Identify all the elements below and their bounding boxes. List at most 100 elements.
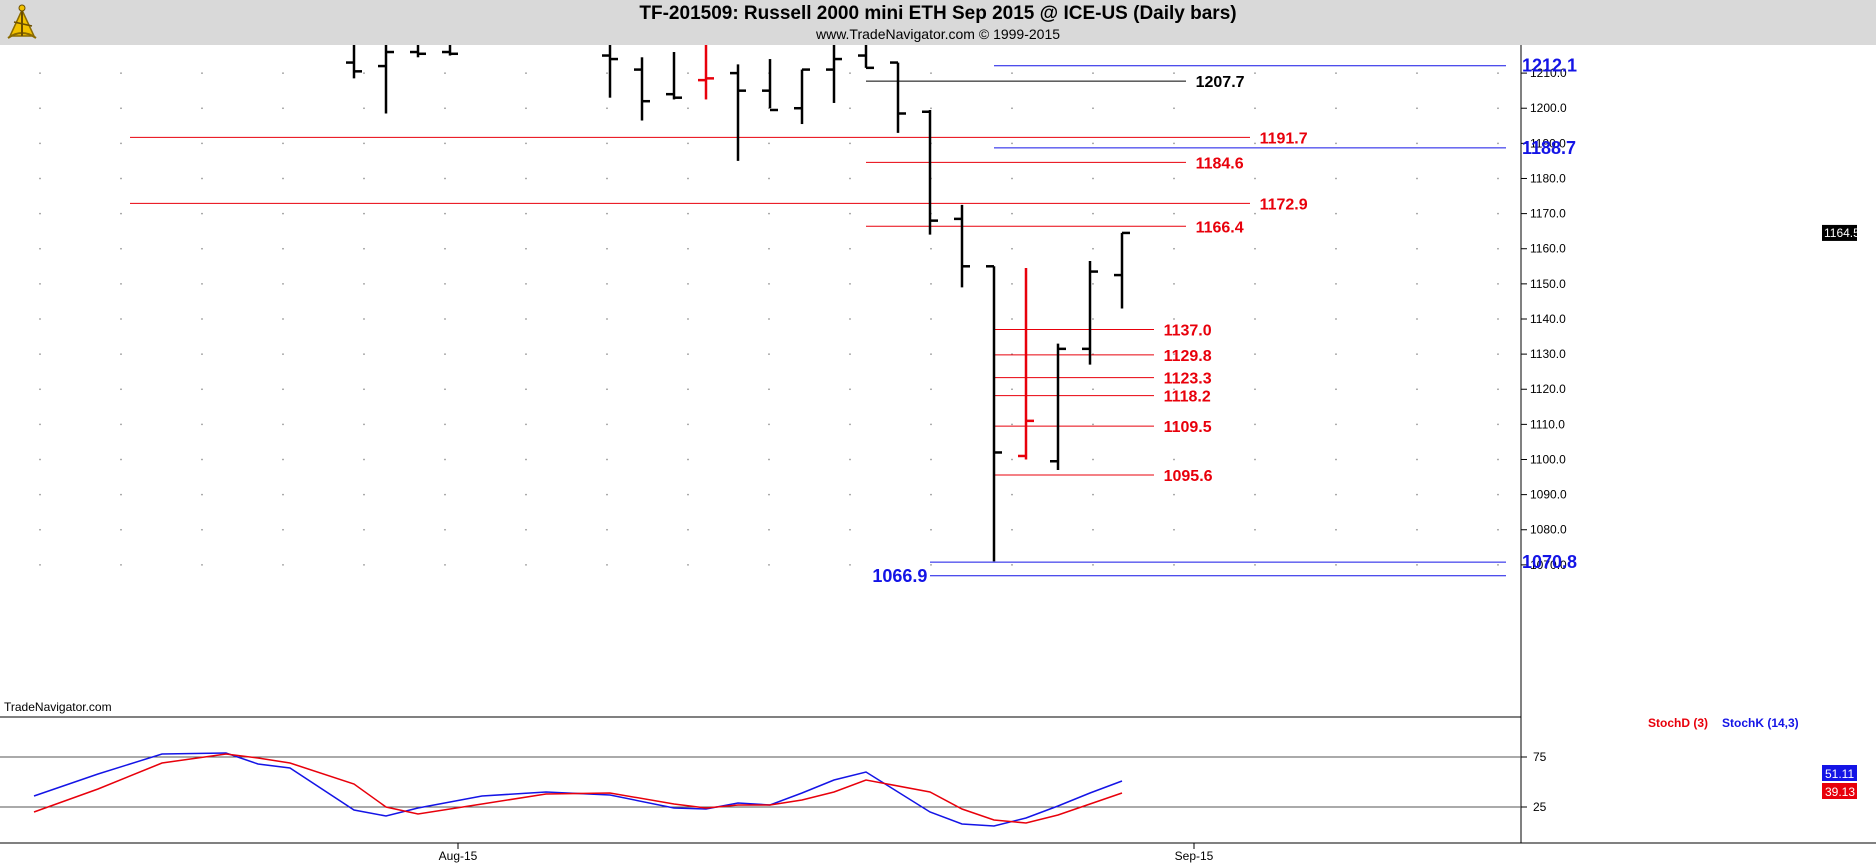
grid-dot — [39, 212, 41, 215]
grid-dot — [930, 353, 932, 356]
grid-dot — [444, 282, 446, 285]
grid-dot — [201, 458, 203, 461]
grid-dot — [1011, 72, 1013, 75]
y-tick-label: 1170.0 — [1530, 207, 1566, 221]
grid-dot — [1011, 177, 1013, 180]
grid-dot — [606, 247, 608, 250]
grid-dot — [1416, 353, 1418, 356]
grid-dot — [120, 353, 122, 356]
grid-dot — [687, 177, 689, 180]
grid-dot — [1497, 177, 1499, 180]
grid-dot — [39, 72, 41, 75]
stochk-legend: StochK (14,3) — [1722, 716, 1799, 730]
grid-dot — [1497, 72, 1499, 75]
grid-dot — [1011, 318, 1013, 320]
grid-dot — [444, 247, 446, 250]
grid-dot — [1416, 318, 1418, 320]
grid-dot — [849, 318, 851, 320]
grid-dot — [120, 177, 122, 180]
grid-dot — [1335, 493, 1337, 496]
y-tick-label: 1140.0 — [1530, 312, 1566, 326]
chart-title: TF-201509: Russell 2000 mini ETH Sep 201… — [639, 3, 1237, 24]
grid-dot — [1173, 528, 1175, 531]
grid-dot — [1254, 423, 1256, 426]
grid-dot — [444, 142, 446, 145]
grid-dot — [1254, 282, 1256, 285]
grid-dot — [1092, 72, 1094, 75]
grid-dot — [525, 353, 527, 356]
grid-dot — [1011, 528, 1013, 531]
grid-dot — [606, 388, 608, 391]
grid-dot — [525, 388, 527, 391]
grid-dot — [1497, 282, 1499, 285]
grid-dot — [687, 282, 689, 285]
grid-dot — [1011, 388, 1013, 391]
grid-dot — [849, 563, 851, 566]
ohlc-bar — [1050, 343, 1066, 471]
grid-dot — [39, 142, 41, 145]
grid-dot — [120, 107, 122, 110]
grid-dot — [687, 107, 689, 110]
grid-dot — [1416, 177, 1418, 180]
grid-dot — [1173, 388, 1175, 391]
grid-dot — [1092, 282, 1094, 285]
grid-dot — [201, 107, 203, 110]
grid-dot — [525, 72, 527, 75]
ohlc-bar — [698, 45, 714, 100]
grid-dot — [849, 458, 851, 461]
grid-dot — [1335, 388, 1337, 391]
grid-dot — [1335, 177, 1337, 180]
grid-dot — [1011, 493, 1013, 496]
grid-dot — [1497, 212, 1499, 215]
grid-dot — [1092, 528, 1094, 531]
ohlc-bar — [858, 45, 874, 70]
grid-dot — [1254, 493, 1256, 496]
grid-dot — [282, 528, 284, 531]
grid-dot — [1011, 107, 1013, 110]
grid-dot — [201, 388, 203, 391]
grid-dot — [1254, 388, 1256, 391]
grid-dot — [1254, 458, 1256, 461]
level-label: 1172.9 — [1260, 196, 1308, 213]
grid-dot — [768, 493, 770, 496]
grid-dot — [768, 177, 770, 180]
grid-dot — [1254, 107, 1256, 110]
grid-dot — [1497, 247, 1499, 250]
stoch-y-tick-label: 75 — [1533, 750, 1547, 764]
grid-dot — [39, 318, 41, 320]
grid-dot — [687, 72, 689, 75]
level-label: 1129.8 — [1164, 348, 1212, 365]
last-price-label: 1164.5 — [1824, 226, 1860, 240]
grid-dot — [282, 107, 284, 110]
level-label: 1212.1 — [1522, 56, 1577, 76]
grid-dot — [768, 458, 770, 461]
grid-dot — [849, 423, 851, 426]
grid-dot — [768, 388, 770, 391]
grid-dot — [1497, 142, 1499, 145]
grid-dot — [525, 142, 527, 145]
grid-dot — [687, 563, 689, 566]
grid-dot — [120, 423, 122, 426]
grid-dot — [849, 142, 851, 145]
ohlc-bar — [442, 45, 458, 56]
watermark-text: TradeNavigator.com — [4, 700, 112, 714]
grid-dot — [1335, 423, 1337, 426]
grid-dot — [120, 212, 122, 215]
grid-dot — [687, 493, 689, 496]
grid-dot — [687, 458, 689, 461]
grid-dot — [1335, 318, 1337, 320]
level-label: 1207.7 — [1196, 74, 1245, 91]
grid-dot — [444, 318, 446, 320]
grid-dot — [1497, 528, 1499, 531]
grid-dot — [282, 353, 284, 356]
grid-dot — [525, 563, 527, 566]
grid-dot — [1011, 212, 1013, 215]
price-levels: 1212.1 1207.7 1191.7 1188.7 1184.6 1172.9 1166… — [130, 56, 1577, 586]
grid-dot — [606, 107, 608, 110]
grid-dot — [1416, 423, 1418, 426]
grid-dot — [39, 107, 41, 110]
grid-dot — [606, 528, 608, 531]
ohlc-bar — [666, 52, 682, 100]
sextant-icon[interactable] — [4, 2, 40, 45]
